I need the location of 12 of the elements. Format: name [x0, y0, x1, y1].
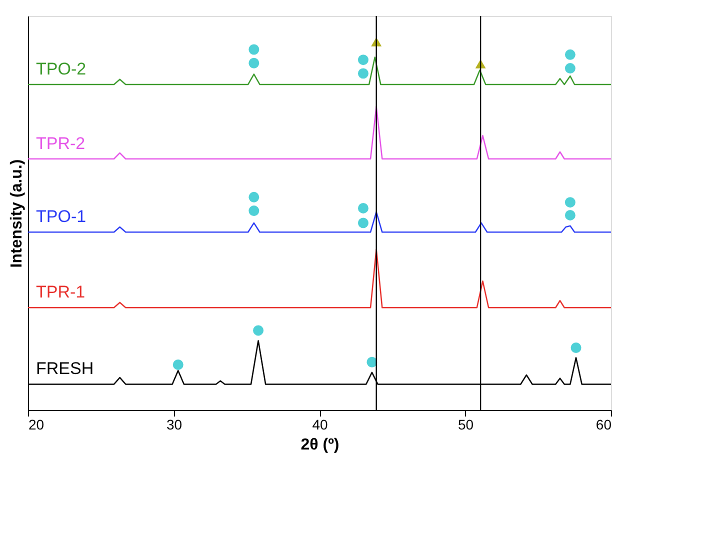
series-label: FRESH — [36, 359, 94, 378]
series-label: TPR-1 — [36, 282, 86, 302]
series-label: TPR-2 — [36, 134, 86, 153]
x-tick-label: 20 — [28, 416, 44, 432]
x-axis-title: 2θ (º) — [300, 436, 340, 454]
y-axis-title: Intensity (a.u.) — [8, 159, 26, 268]
x-tick-label: 50 — [458, 416, 474, 432]
x-tick-label: 60 — [596, 416, 612, 432]
x-tick-label: 30 — [166, 416, 182, 432]
series-label: TPO-2 — [36, 59, 86, 78]
series-label: TPO-1 — [36, 207, 86, 226]
x-tick-label: 40 — [312, 416, 328, 432]
